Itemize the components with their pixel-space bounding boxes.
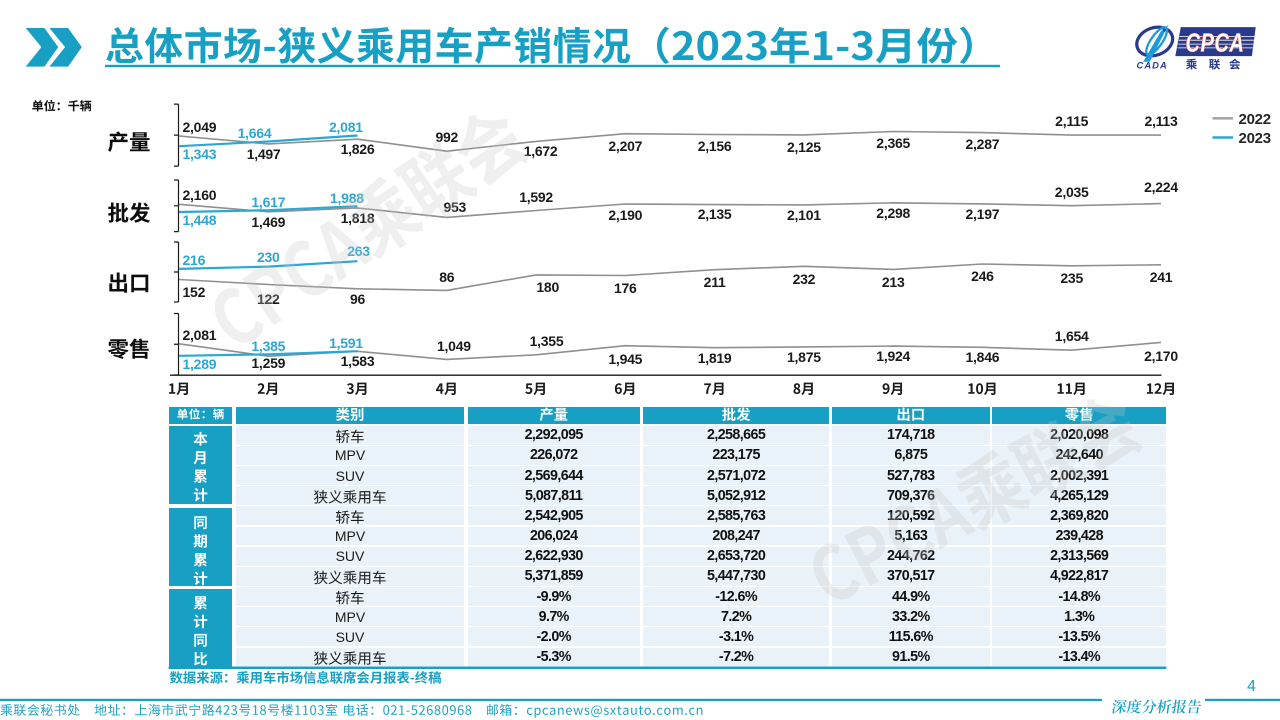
svg-text:CPCA: CPCA	[1186, 28, 1245, 57]
svg-text:CADA: CADA	[1137, 60, 1168, 70]
